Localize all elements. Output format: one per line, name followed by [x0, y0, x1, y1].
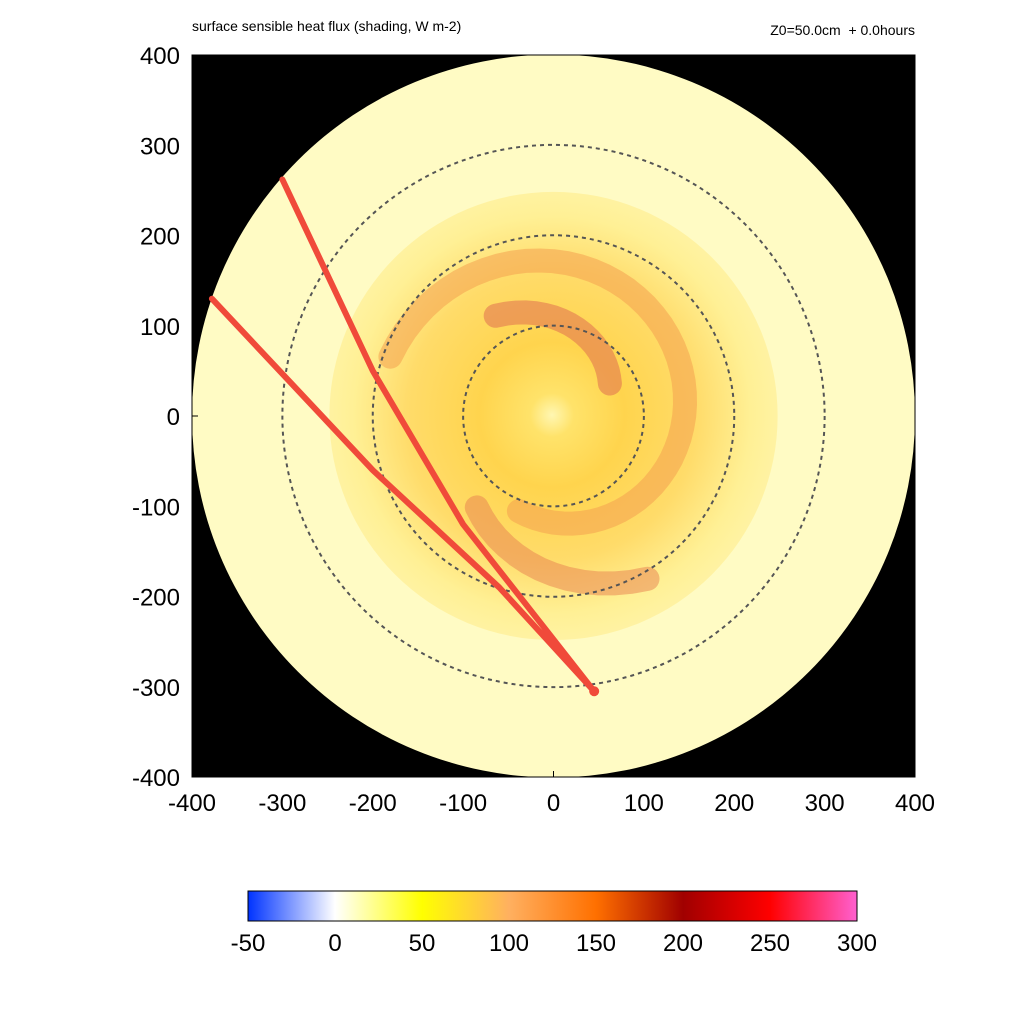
y-tick-label: 400 — [140, 43, 180, 70]
y-tick-label: -300 — [132, 675, 180, 702]
y-tick-label: -100 — [132, 494, 180, 521]
colorbar-tick-label: 300 — [837, 930, 877, 957]
plot-area — [192, 54, 915, 778]
axes: -400 -300 -200 -100 0 100 200 300 400 400 300 200 10… — [132, 43, 935, 817]
range-ring-100 — [462, 324, 645, 508]
colorbar-tick-label: 0 — [328, 930, 341, 957]
flux-band-2 — [464, 495, 660, 596]
range-ring-200 — [371, 234, 736, 598]
storm-track — [208, 176, 600, 697]
x-tick-label: 200 — [714, 790, 754, 817]
x-tick-label: 300 — [805, 790, 845, 817]
flux-band-1 — [378, 248, 698, 536]
colorbar-tick-label: 200 — [663, 930, 703, 957]
colorbar-tick-label: -50 — [231, 930, 266, 957]
x-tick-label: -400 — [168, 790, 216, 817]
y-tick-label: 300 — [140, 133, 180, 160]
y-tick-label: 0 — [167, 404, 180, 431]
x-tick-label: -100 — [439, 790, 487, 817]
colorbar-tick-label: 150 — [576, 930, 616, 957]
colorbar-bar — [247, 890, 858, 922]
range-rings — [281, 143, 826, 689]
y-tick-label: 200 — [140, 224, 180, 251]
x-tick-label: 400 — [895, 790, 935, 817]
colorbar: -50 0 50 100 150 200 250 300 — [231, 890, 877, 957]
chart-title: surface sensible heat flux (shading, W m… — [192, 18, 462, 34]
x-tick-label: 0 — [547, 790, 560, 817]
y-tick-label: -400 — [132, 765, 180, 792]
track-endpoint — [589, 686, 600, 697]
colorbar-tick-label: 100 — [489, 930, 529, 957]
x-tick-label: -200 — [349, 790, 397, 817]
colorbar-tick-label: 250 — [750, 930, 790, 957]
colorbar-tick-label: 50 — [409, 930, 436, 957]
x-tick-label: 100 — [624, 790, 664, 817]
y-tick-label: 100 — [140, 314, 180, 341]
y-tick-label: -200 — [132, 585, 180, 612]
chart-subtitle: Z0=50.0cm + 0.0hours — [770, 22, 915, 38]
x-tick-label: -300 — [258, 790, 306, 817]
range-ring-300 — [281, 143, 826, 689]
